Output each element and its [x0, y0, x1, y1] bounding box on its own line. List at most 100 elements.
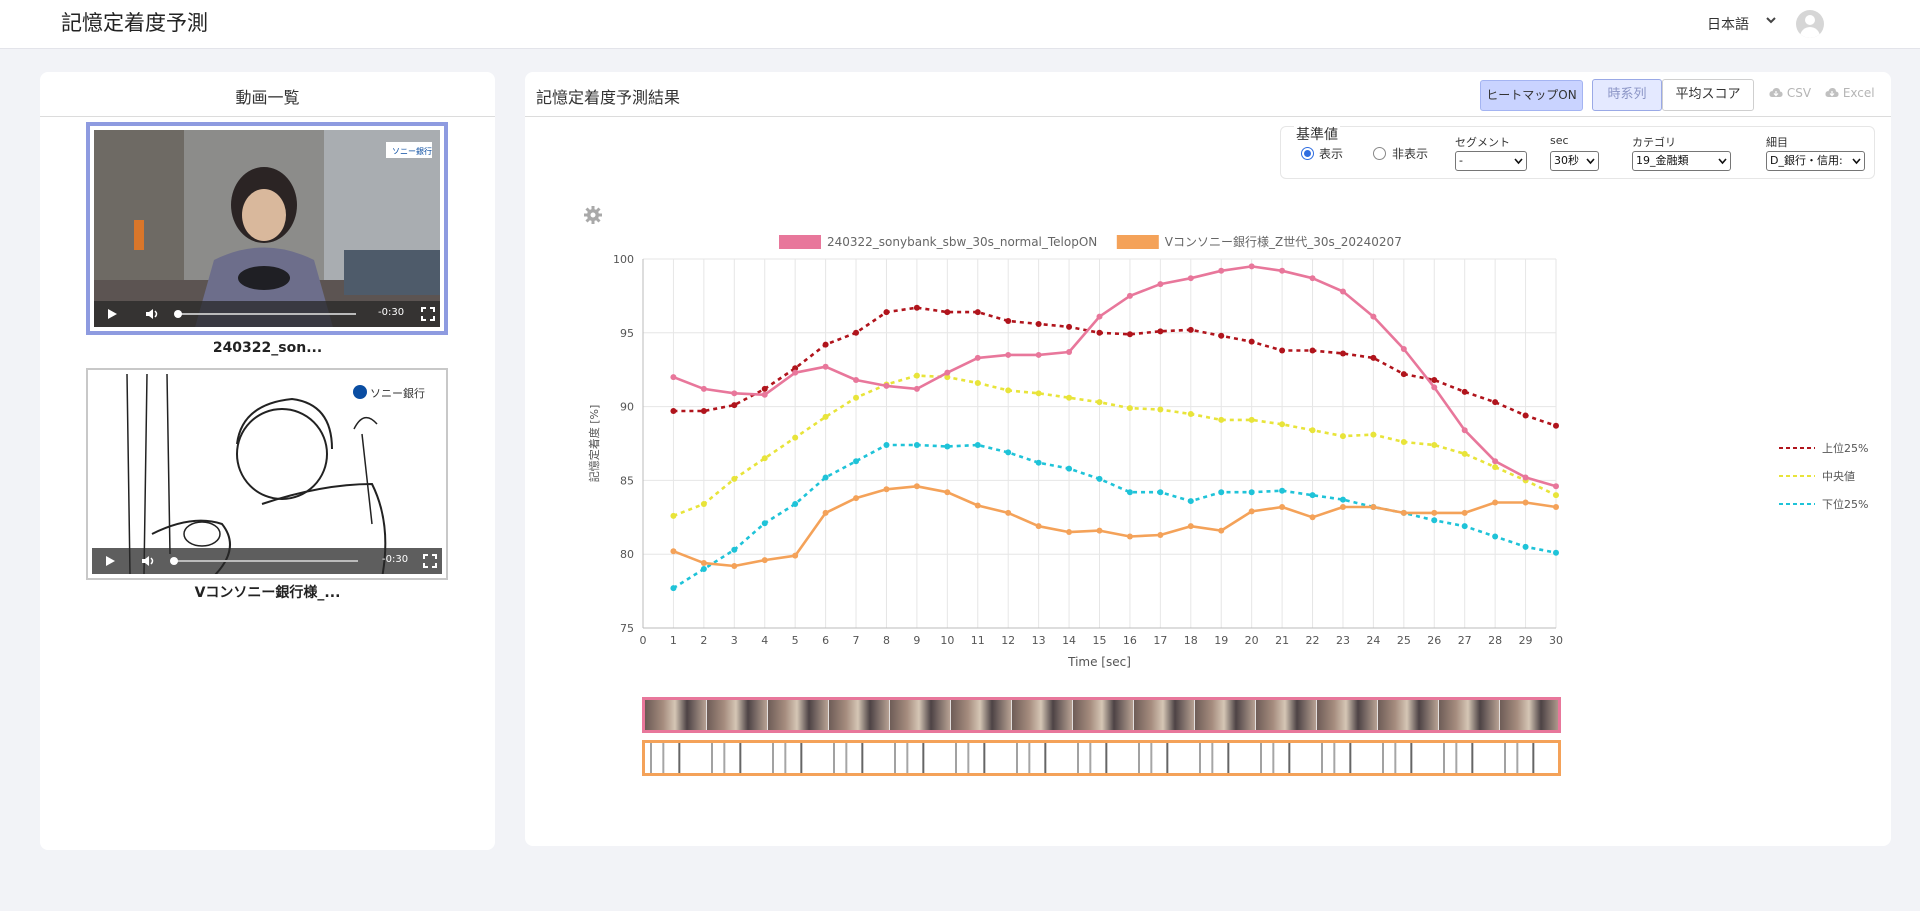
data-point — [670, 512, 677, 519]
thumbnail-frame[interactable] — [1377, 743, 1378, 773]
gear-icon[interactable] — [583, 205, 603, 225]
thumbnail-frame[interactable] — [1499, 700, 1500, 730]
progress-bar[interactable] — [172, 560, 358, 562]
x-tick-label: 7 — [853, 634, 860, 647]
data-point — [822, 509, 829, 516]
fullscreen-icon[interactable] — [422, 553, 438, 569]
thumbnail-frame[interactable] — [1499, 743, 1500, 773]
tab-time-series[interactable]: 時系列 — [1592, 79, 1662, 111]
category-label: カテゴリ — [1632, 136, 1676, 149]
x-tick-label: 22 — [1306, 634, 1320, 647]
data-point — [1309, 514, 1316, 521]
data-point — [761, 557, 768, 564]
video-thumbnail[interactable]: ソニー銀行 -0:30 — [94, 130, 440, 327]
thumbnail-frame[interactable] — [889, 743, 890, 773]
category-select[interactable]: 19_金融類 — [1632, 151, 1731, 171]
thumbnail-frame[interactable] — [1438, 743, 1439, 773]
data-point — [1461, 523, 1468, 530]
data-point — [1096, 313, 1103, 320]
segment-select[interactable]: - — [1455, 151, 1527, 171]
data-point — [1096, 399, 1103, 406]
data-point — [1248, 416, 1255, 423]
data-point — [1339, 288, 1346, 295]
data-point — [883, 486, 890, 493]
thumbnail-frame[interactable] — [1316, 700, 1317, 730]
data-point — [1370, 313, 1377, 320]
thumbnail-frame[interactable] — [1133, 743, 1134, 773]
excel-export-button[interactable]: Excel — [1825, 86, 1875, 100]
language-selector[interactable]: 日本語 — [1707, 17, 1749, 33]
hide-radio[interactable] — [1373, 147, 1386, 160]
thumbnail-frame[interactable] — [767, 700, 768, 730]
data-point — [700, 560, 707, 567]
progress-handle[interactable] — [170, 557, 178, 565]
fullscreen-icon[interactable] — [420, 306, 436, 322]
video-list-title: 動画一覧 — [235, 88, 300, 107]
x-tick-label: 6 — [822, 634, 829, 647]
x-tick-label: 0 — [640, 634, 647, 647]
y-axis-label: 記憶定着度 [%] — [587, 405, 601, 483]
thumbnail-strip-sketch[interactable] — [642, 740, 1561, 776]
x-tick-label: 21 — [1275, 634, 1289, 647]
chevron-down-icon — [1852, 158, 1861, 165]
thumbnail-frame[interactable] — [950, 743, 951, 773]
tab-average-score[interactable]: 平均スコア — [1662, 79, 1754, 111]
data-point — [1066, 348, 1073, 355]
data-point — [974, 441, 981, 448]
play-icon[interactable] — [104, 306, 120, 322]
data-point — [1431, 509, 1438, 516]
thumbnail-frame[interactable] — [950, 700, 951, 730]
thumbnail-strip-photo[interactable] — [642, 697, 1561, 733]
item-select[interactable]: D_銀行・信用: — [1766, 151, 1865, 171]
video-label-2[interactable]: Vコンソニー銀行様_... — [194, 585, 341, 601]
thumbnail-frame[interactable] — [1255, 700, 1256, 730]
video-thumbnail[interactable]: ソニー銀行 -0:30 — [92, 374, 442, 574]
thumbnail-frame[interactable] — [1194, 743, 1195, 773]
thumbnail-frame[interactable] — [706, 700, 707, 730]
volume-icon[interactable] — [144, 306, 160, 322]
thumbnail-frame[interactable] — [828, 743, 829, 773]
thumbnail-frame[interactable] — [1133, 700, 1134, 730]
data-point — [1279, 421, 1286, 428]
chevron-down-icon[interactable] — [1765, 14, 1777, 28]
thumbnail-frame[interactable] — [767, 743, 768, 773]
thumbnail-frame[interactable] — [828, 700, 829, 730]
thumbnail-frame[interactable] — [1011, 743, 1012, 773]
progress-bar[interactable] — [176, 313, 356, 315]
progress-handle[interactable] — [174, 310, 182, 318]
data-point — [1339, 503, 1346, 510]
thumbnail-frame[interactable] — [1072, 700, 1073, 730]
data-point — [853, 495, 860, 502]
data-point — [1248, 263, 1255, 270]
video-card-1[interactable]: ソニー銀行 -0:30 — [86, 122, 448, 335]
csv-export-button[interactable]: CSV — [1769, 86, 1811, 100]
play-icon[interactable] — [102, 553, 118, 569]
thumbnail-frame[interactable] — [1438, 700, 1439, 730]
results-panel: 記憶定着度予測結果 ヒートマップON 時系列 平均スコア CSV Excel 基… — [525, 72, 1891, 846]
sec-select[interactable]: 30秒 — [1550, 151, 1599, 171]
show-radio[interactable] — [1301, 147, 1314, 160]
heatmap-toggle-button[interactable]: ヒートマップON — [1480, 80, 1583, 111]
thumbnail-frame[interactable] — [1194, 700, 1195, 730]
user-avatar-icon[interactable] — [1796, 10, 1824, 38]
data-point — [1187, 326, 1194, 333]
data-point — [1035, 523, 1042, 530]
thumbnail-frame[interactable] — [889, 700, 890, 730]
data-point — [1492, 533, 1499, 540]
thumbnail-frame[interactable] — [1377, 700, 1378, 730]
thumbnail-frame[interactable] — [1255, 743, 1256, 773]
thumbnail-frame[interactable] — [1316, 743, 1317, 773]
volume-icon[interactable] — [140, 553, 156, 569]
thumbnail-frame[interactable] — [706, 743, 707, 773]
data-point — [700, 408, 707, 415]
data-point — [1005, 387, 1012, 394]
data-point — [913, 372, 920, 379]
video-card-2[interactable]: ソニー銀行 -0:30 — [86, 368, 448, 580]
thumbnail-frame[interactable] — [1011, 700, 1012, 730]
legend-label: 下位25% — [1822, 497, 1868, 511]
data-point — [1553, 483, 1559, 490]
video-label-1[interactable]: 240322_son... — [212, 340, 323, 356]
x-tick-label: 4 — [761, 634, 768, 647]
data-point — [1187, 410, 1194, 417]
thumbnail-frame[interactable] — [1072, 743, 1073, 773]
